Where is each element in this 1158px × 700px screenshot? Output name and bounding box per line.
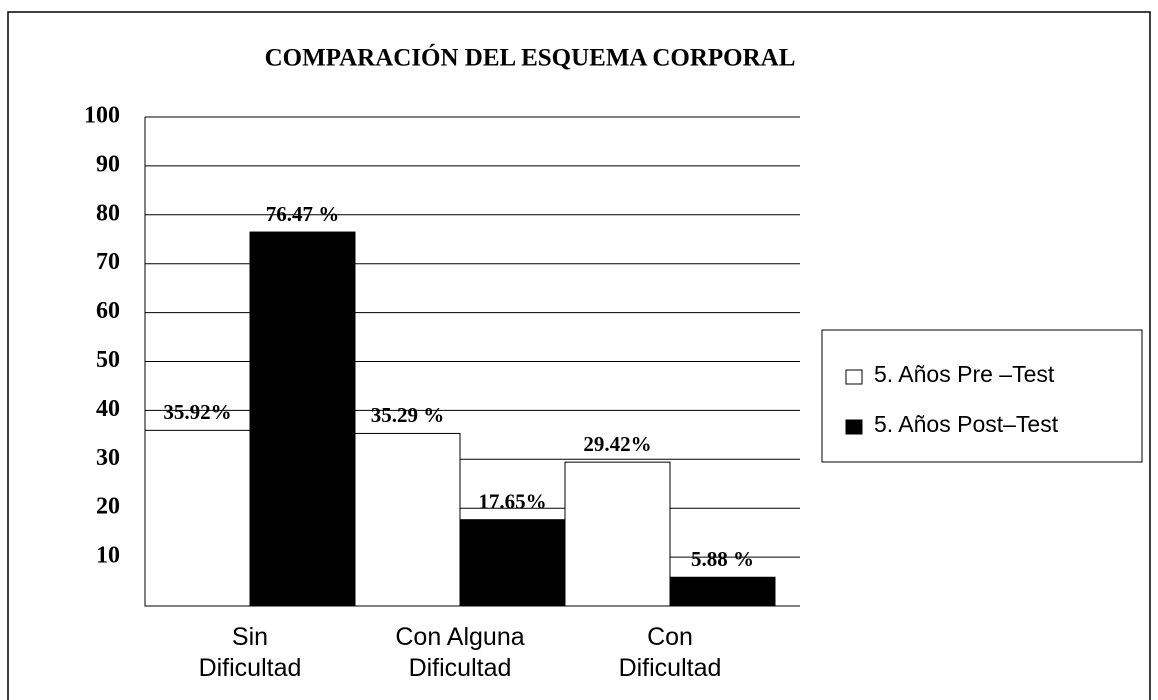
x-tick-label: Con Alguna Dificultad (395, 623, 525, 682)
value-label: 5.88 % (691, 547, 754, 571)
y-tick-label: 70 (96, 249, 120, 275)
legend-swatch (845, 419, 863, 435)
bar (564, 461, 671, 607)
y-tick-label: 20 (96, 494, 120, 520)
bar (459, 519, 566, 607)
y-tick-label: 10 (96, 543, 120, 569)
x-tick-label: Con Dificultad (618, 623, 722, 682)
chart-title: COMPARACIÓN DEL ESQUEMA CORPORAL (265, 44, 796, 72)
value-label: 76.47 % (266, 202, 340, 226)
value-label: 35.29 % (371, 403, 445, 427)
y-tick-label: 40 (96, 396, 120, 422)
value-label: 17.65% (478, 490, 546, 514)
value-label: 35.92% (163, 400, 231, 424)
legend-box (821, 329, 1143, 463)
bar (144, 429, 251, 607)
y-tick-label: 50 (96, 347, 120, 373)
bar (249, 231, 356, 607)
legend-label: 5. Años Post–Test (874, 411, 1059, 437)
y-tick-label: 100 (84, 103, 120, 129)
y-tick-label: 60 (96, 298, 120, 324)
legend-swatch (845, 369, 863, 385)
y-tick-label: 80 (96, 200, 120, 226)
value-label: 29.42% (583, 432, 651, 456)
y-tick-label: 90 (96, 151, 120, 177)
bar (354, 432, 461, 607)
chart-frame (7, 11, 1151, 700)
x-tick-label: Sin Dificultad (198, 623, 302, 682)
legend-label: 5. Años Pre –Test (874, 361, 1055, 387)
bar (669, 576, 776, 607)
y-tick-label: 30 (96, 445, 120, 471)
